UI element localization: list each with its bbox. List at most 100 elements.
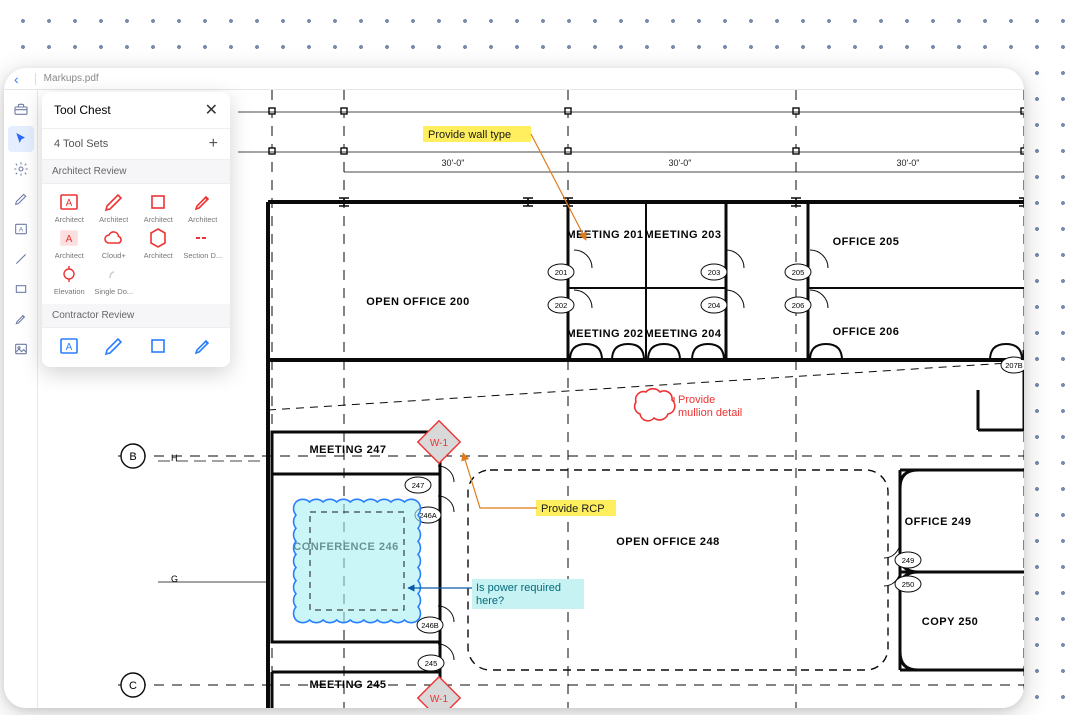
toolset-body: A (42, 328, 230, 367)
panel-body: Architect Review A Architect Architect Archi… (42, 160, 230, 367)
tool-item[interactable]: Elevation (48, 264, 91, 296)
svg-text:A: A (66, 198, 73, 209)
shape-icon[interactable] (8, 276, 34, 302)
tool-label: Single Do... (94, 287, 133, 296)
tool-glyph-icon (102, 228, 126, 248)
tool-glyph-icon (191, 192, 215, 212)
app-window: ‹ Markups.pdf A 30'-0"30'-0"30'-0"BCHG20… (4, 68, 1024, 708)
svg-text:mullion detail: mullion detail (678, 407, 742, 419)
svg-text:206: 206 (792, 301, 805, 310)
svg-text:OPEN OFFICE 248: OPEN OFFICE 248 (616, 536, 719, 548)
pen-icon[interactable] (8, 186, 34, 212)
toolset-header[interactable]: Architect Review (42, 160, 230, 184)
tool-label: Architect (99, 215, 128, 224)
tool-label: Architect (188, 215, 217, 224)
tool-item[interactable] (182, 336, 225, 359)
svg-text:OFFICE 206: OFFICE 206 (833, 326, 900, 338)
tool-item[interactable]: A (48, 336, 91, 359)
svg-text:MEETING 204: MEETING 204 (644, 328, 721, 340)
tool-glyph-icon (191, 336, 215, 356)
tool-glyph-icon: A (57, 192, 81, 212)
tool-glyph-icon (146, 192, 170, 212)
tool-item[interactable]: Cloud+ (93, 228, 136, 260)
svg-text:Is power required: Is power required (476, 582, 561, 594)
tool-glyph-icon (191, 228, 215, 248)
tool-glyph-icon: A (57, 228, 81, 248)
svg-text:MEETING 247: MEETING 247 (309, 444, 386, 456)
svg-text:G: G (171, 574, 178, 584)
svg-text:W-1: W-1 (430, 694, 449, 705)
filename-label: Markups.pdf (44, 73, 99, 84)
tool-item[interactable]: A Architect (48, 228, 91, 260)
tool-item[interactable]: Section D... (182, 228, 225, 260)
add-toolset-button[interactable]: + (209, 135, 218, 153)
tool-glyph-icon (102, 264, 126, 284)
svg-text:W-1: W-1 (430, 438, 449, 449)
svg-text:Provide RCP: Provide RCP (541, 503, 605, 515)
toolset-header[interactable]: Contractor Review (42, 304, 230, 328)
svg-text:245: 245 (425, 659, 438, 668)
panel-subheader: 4 Tool Sets + (42, 129, 230, 160)
highlighter-icon[interactable] (8, 306, 34, 332)
tool-item[interactable]: Single Do... (93, 264, 136, 296)
svg-text:247: 247 (412, 481, 425, 490)
titlebar: ‹ Markups.pdf (4, 68, 1024, 90)
svg-text:Provide wall type: Provide wall type (428, 129, 511, 141)
svg-text:MEETING 203: MEETING 203 (644, 229, 721, 241)
tool-glyph-icon (102, 192, 126, 212)
tool-glyph-icon (146, 228, 170, 248)
tool-item[interactable]: A Architect (48, 192, 91, 224)
svg-text:246B: 246B (421, 621, 439, 630)
svg-text:MEETING 202: MEETING 202 (566, 328, 643, 340)
tool-item[interactable]: Architect (137, 228, 180, 260)
toolbox-icon[interactable] (8, 96, 34, 122)
svg-text:201: 201 (555, 268, 568, 277)
image-icon[interactable] (8, 336, 34, 362)
tool-glyph-icon (146, 336, 170, 356)
tool-glyph-icon (102, 336, 126, 356)
svg-text:OPEN OFFICE 200: OPEN OFFICE 200 (366, 296, 469, 308)
toolset-count: 4 Tool Sets (54, 138, 108, 150)
panel-title: Tool Chest (54, 103, 111, 117)
cursor-icon[interactable] (8, 126, 34, 152)
svg-text:249: 249 (902, 556, 915, 565)
back-button[interactable]: ‹ (14, 71, 19, 87)
tool-glyph-icon (57, 264, 81, 284)
tool-label: Architect (55, 215, 84, 224)
svg-text:H: H (171, 453, 178, 463)
svg-text:203: 203 (708, 268, 721, 277)
textbox-icon[interactable]: A (8, 216, 34, 242)
left-toolbar: A (4, 90, 38, 708)
svg-text:A: A (66, 234, 73, 245)
svg-text:Provide: Provide (678, 394, 715, 406)
panel-header: Tool Chest ✕ (42, 92, 230, 129)
tool-item[interactable]: Architect (182, 192, 225, 224)
title-divider (35, 73, 36, 85)
tool-item[interactable]: Architect (93, 192, 136, 224)
svg-text:here?: here? (476, 595, 504, 607)
tool-item[interactable]: Architect (137, 192, 180, 224)
gear-icon[interactable] (8, 156, 34, 182)
svg-text:OFFICE 205: OFFICE 205 (833, 236, 900, 248)
svg-text:202: 202 (555, 301, 568, 310)
svg-text:207B: 207B (1005, 361, 1023, 370)
svg-text:30'-0": 30'-0" (669, 158, 692, 168)
svg-text:MEETING 201: MEETING 201 (566, 229, 643, 241)
tool-item[interactable] (93, 336, 136, 359)
tool-chest-panel: Tool Chest ✕ 4 Tool Sets + Architect Rev… (42, 92, 230, 367)
svg-text:204: 204 (708, 301, 721, 310)
panel-close-button[interactable]: ✕ (205, 100, 218, 120)
tool-label: Section D... (183, 251, 222, 260)
svg-text:246A: 246A (419, 511, 437, 520)
tool-label: Cloud+ (102, 251, 126, 260)
svg-text:B: B (129, 451, 136, 463)
tool-label: Architect (55, 251, 84, 260)
line-icon[interactable] (8, 246, 34, 272)
svg-text:205: 205 (792, 268, 805, 277)
tool-glyph-icon: A (57, 336, 81, 356)
tool-item[interactable] (137, 336, 180, 359)
svg-text:MEETING 245: MEETING 245 (309, 679, 386, 691)
toolset-body: A Architect Architect Architect Architect A Ar… (42, 184, 230, 304)
svg-text:COPY 250: COPY 250 (922, 616, 978, 628)
tool-label: Architect (144, 251, 173, 260)
